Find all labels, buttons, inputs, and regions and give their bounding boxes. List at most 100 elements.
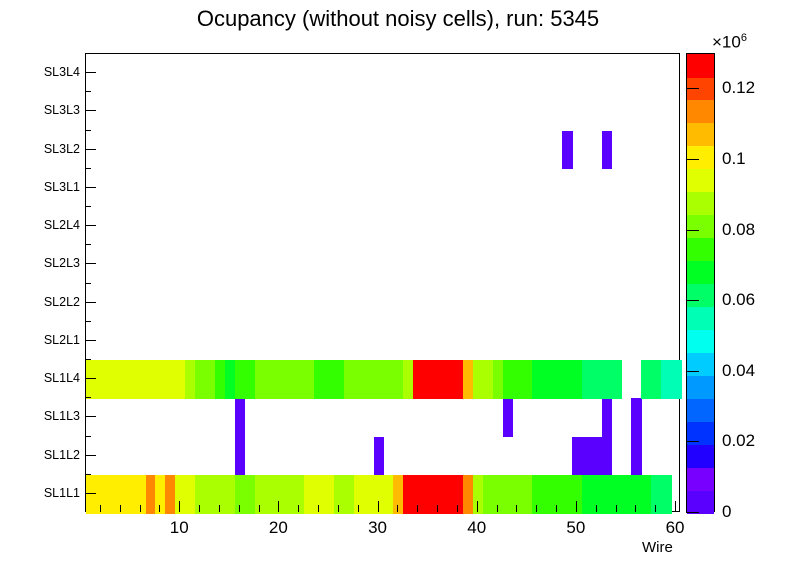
heatmap-cell [581,360,593,399]
heatmap-cell [314,360,325,399]
heatmap-cell [661,360,672,399]
heatmap-cell [125,360,137,399]
heatmap-cell [591,436,603,476]
heatmap-cell [423,360,434,399]
heatmap-cell [601,474,613,514]
heatmap-cell [512,360,523,399]
heatmap-cell [522,474,533,514]
color-scale-band [687,352,714,376]
x-axis-tick-label: 50 [566,518,586,537]
heatmap-cell [115,360,127,399]
color-scale-band [687,306,714,330]
y-axis-label-sl3l4: SL3L4 [43,65,80,80]
heatmap-cell [621,474,633,514]
heatmap-cell [482,474,494,514]
heatmap-cell [86,474,97,514]
x-axis-title: Wire [642,539,673,556]
heatmap-cell [423,474,434,514]
color-scale-band [687,467,714,491]
heatmap-cell [185,474,196,514]
heatmap-cell [502,360,514,399]
y-axis-tick [85,110,96,112]
heatmap-cell [115,474,127,514]
heatmap-cell [532,360,543,399]
heatmap-cell [512,474,523,514]
heatmap-cell [244,360,256,399]
heatmap-cell [631,474,642,514]
color-scale-exponent: ×106 [712,32,747,53]
y-axis-minor-tick [85,206,91,207]
y-axis-minor-tick [85,167,91,169]
heatmap-cell [155,360,166,399]
color-scale-band [687,237,714,262]
y-axis-label-sl1l4: SL1L4 [43,371,80,386]
heatmap-cell [482,360,494,399]
plot-frame [85,53,682,514]
y-axis-minor-tick [85,320,91,322]
heatmap-cell [472,474,484,514]
heatmap-cell [155,474,166,514]
heatmap-cell [651,474,662,514]
heatmap-cell [353,360,365,399]
heatmap-cell [373,360,385,399]
heatmap-cell [552,360,563,399]
color-scale-tick-label: 0.1 [722,148,746,168]
heatmap-cell [254,360,266,399]
heatmap-cell [205,474,216,514]
heatmap-cell [522,360,533,399]
heatmap-cell [671,360,682,399]
y-axis-label-sl1l2: SL1L2 [43,447,80,462]
heatmap-cell [95,474,107,514]
heatmap-cell [502,474,514,514]
y-axis-minor-tick [85,282,91,284]
heatmap-cell [205,360,216,399]
heatmap-cell [591,474,603,514]
heatmap-cell [462,360,474,399]
y-axis-tick [85,148,96,150]
heatmap-cell [333,360,345,399]
heatmap-cell [363,474,375,514]
heatmap-cell [403,360,414,399]
heatmap-cell [234,474,246,514]
y-axis-tick [85,454,96,456]
color-scale-tick-label: 0.06 [722,290,756,310]
heatmap-cell [304,360,315,399]
heatmap-cell [393,474,404,514]
heatmap-cell [264,474,276,514]
heatmap-cell [433,474,444,514]
page-title: Ocupancy (without noisy cells), run: 534… [196,6,600,31]
heatmap-cell [294,474,305,514]
heatmap-cell [145,360,157,399]
heatmap-cell [581,436,593,476]
heatmap-cell [195,474,206,514]
heatmap-cell [185,360,196,399]
y-axis-tick [85,72,96,74]
heatmap-cells [86,54,682,514]
color-scale-band [687,283,714,308]
y-axis-minor-tick [85,91,91,93]
color-scale-band [687,191,714,216]
y-axis-minor-tick [85,129,91,131]
heatmap-cell [562,360,573,399]
color-scale-tick [686,229,699,231]
heatmap-cell [611,360,623,399]
color-scale-band [687,398,714,422]
x-axis-tick-label: 20 [268,518,288,537]
y-axis-minor-tick [85,244,91,246]
y-axis-minor-tick [85,435,91,437]
heatmap-cell [254,474,266,514]
y-axis-label-sl2l2: SL2L2 [43,294,80,309]
heatmap-cell [492,360,504,399]
y-axis-label-sl1l1: SL1L1 [43,485,80,500]
color-scale-band [687,421,714,445]
heatmap-cell [244,474,256,514]
color-scale-tick [686,158,699,160]
x-axis-tick-label: 30 [368,518,387,537]
heatmap-cell [651,360,662,399]
heatmap-cell [165,474,176,514]
heatmap-cell [581,474,593,514]
heatmap-cell [214,474,226,514]
y-axis-label-sl2l3: SL2L3 [43,256,80,271]
y-axis-label-sl2l1: SL2L1 [43,332,80,347]
heatmap-cell [343,474,355,514]
